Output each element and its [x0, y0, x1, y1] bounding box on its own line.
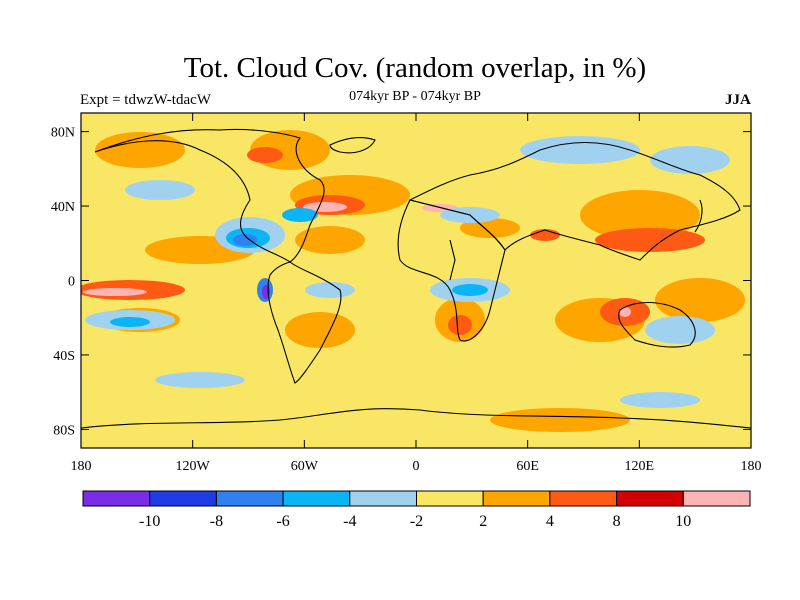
colorbar-swatch — [149, 490, 217, 507]
coastlines — [81, 128, 751, 429]
lat-label: 80S — [53, 423, 75, 438]
colorbar-label: 4 — [546, 513, 554, 530]
lat-label: 40N — [51, 200, 75, 215]
lon-label: 180 — [741, 459, 762, 474]
lat-label: 0 — [68, 275, 75, 290]
lon-label: 60W — [291, 459, 319, 474]
colorbar-label: 8 — [613, 513, 621, 530]
longitude-labels: 180 120W 60W 0 60E 120E 180 — [71, 459, 762, 474]
lon-label: 180 — [71, 459, 92, 474]
colorbar-label: -8 — [210, 513, 223, 530]
lat-label: 40S — [53, 349, 75, 364]
colorbar-label: -10 — [139, 513, 160, 530]
colorbar-swatch — [549, 490, 618, 507]
experiment-label: Expt = tdwzW-tdacW — [80, 92, 211, 108]
anomaly-fields — [81, 130, 745, 432]
colorbar — [82, 490, 751, 507]
colorbar-swatch — [349, 490, 417, 507]
colorbar-swatch — [616, 490, 684, 507]
cloud-cover-anomaly-map: 80N 40N 0 40S 80S 180 120W 60W 0 60E 120E 180 — [51, 112, 762, 474]
negative-anomaly-minus2-minus4 — [85, 136, 730, 408]
colorbar-label: -4 — [343, 513, 356, 530]
longitude-ticks — [80, 113, 752, 448]
lon-label: 0 — [413, 459, 420, 474]
colorbar-swatch — [215, 490, 284, 507]
map-background — [81, 113, 751, 448]
colorbar-swatch — [82, 490, 151, 507]
negative-anomaly-minus4-minus6 — [110, 208, 488, 327]
latitude-ticks — [81, 131, 751, 430]
colorbar-swatch — [416, 490, 484, 507]
lat-label: 80N — [51, 126, 75, 141]
lon-label: 120E — [625, 459, 655, 474]
season-label: JJA — [725, 92, 751, 108]
colorbar-label: 2 — [479, 513, 487, 530]
period-label: 074kyr BP - 074kyr BP — [349, 89, 481, 104]
colorbar-swatch — [682, 490, 751, 507]
colorbar-swatch — [282, 490, 351, 507]
colorbar-label: -6 — [276, 513, 289, 530]
latitude-labels: 80N 40N 0 40S 80S — [51, 126, 75, 439]
colorbar-label: -2 — [410, 513, 423, 530]
lon-label: 60E — [516, 459, 539, 474]
figure-title: Tot. Cloud Cov. (random overlap, in %) — [183, 52, 647, 84]
colorbar-swatch — [482, 490, 551, 507]
lon-label: 120W — [176, 459, 211, 474]
positive-anomaly-2-4 — [95, 130, 745, 432]
colorbar-label: 10 — [675, 513, 691, 530]
colorbar-labels: -10 -8 -6 -4 -2 2 4 8 10 — [139, 513, 691, 530]
